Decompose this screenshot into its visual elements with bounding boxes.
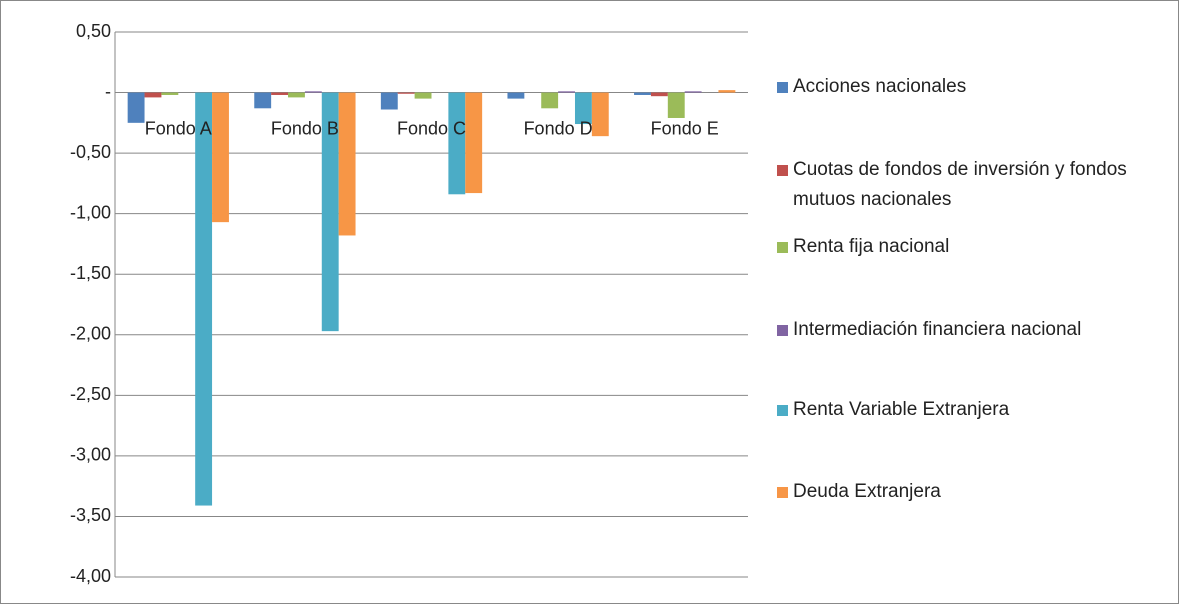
bar — [321, 92, 339, 332]
bar — [574, 92, 592, 125]
legend-swatch — [777, 487, 788, 498]
bar — [558, 91, 575, 93]
legend-item: Renta fija nacional — [777, 232, 1172, 262]
legend-item: Cuotas de fondos de inversión y fondos m… — [777, 155, 1172, 215]
legend-item: Renta Variable Extranjera — [777, 395, 1172, 425]
legend-item: Deuda Extranjera — [777, 477, 1172, 507]
y-tick-label: -1,50 — [70, 263, 111, 283]
legend-label: Renta Variable Extranjera — [793, 399, 1010, 420]
bar — [634, 92, 651, 95]
y-tick-label: -2,50 — [70, 384, 111, 404]
bar — [212, 92, 229, 223]
bar — [380, 92, 398, 110]
y-tick-label: -0,50 — [70, 142, 111, 162]
legend-swatch — [777, 242, 788, 253]
legend-swatch — [777, 82, 788, 93]
bar — [288, 92, 305, 98]
bar — [338, 92, 356, 236]
y-tick-label: -3,50 — [70, 505, 111, 525]
x-tick-label: Fondo B — [271, 118, 339, 138]
legend-swatch — [777, 325, 788, 336]
y-tick-label: -1,00 — [70, 202, 111, 222]
legend-label: Intermediación financiera nacional — [793, 319, 1082, 340]
bar — [507, 92, 525, 99]
bar — [448, 92, 466, 195]
x-tick-label: Fondo A — [145, 118, 212, 138]
bar — [304, 91, 322, 93]
bar — [667, 92, 685, 118]
legend-item: Intermediación financiera nacional — [777, 315, 1172, 345]
legend-swatch — [777, 405, 788, 416]
x-tick-label: Fondo D — [524, 118, 593, 138]
bar — [591, 92, 609, 137]
legend-label: Cuotas de fondos de inversión y fondos m… — [793, 159, 1127, 210]
bar — [127, 92, 145, 123]
legend-label: Acciones nacionales — [793, 76, 967, 97]
legend-label: Renta fija nacional — [793, 236, 950, 257]
bar — [144, 92, 162, 98]
bar — [271, 92, 289, 95]
y-tick-label: - — [105, 81, 111, 101]
bar — [397, 92, 415, 94]
bar — [718, 90, 736, 93]
bar — [650, 92, 668, 97]
bar — [195, 92, 213, 506]
bar — [414, 92, 432, 99]
x-tick-label: Fondo E — [651, 118, 719, 138]
y-tick-label: 0,50 — [76, 21, 111, 41]
bar — [161, 92, 179, 95]
x-tick-label: Fondo C — [397, 118, 466, 138]
bar — [541, 92, 559, 109]
bar — [254, 92, 272, 109]
legend-swatch — [777, 165, 788, 176]
legend-label: Deuda Extranjera — [793, 481, 941, 502]
y-tick-label: -2,00 — [70, 324, 111, 344]
y-tick-label: -3,00 — [70, 445, 111, 465]
legend-item: Acciones nacionales — [777, 72, 1172, 102]
y-tick-label: -4,00 — [70, 566, 111, 586]
bar — [465, 92, 483, 194]
bar — [684, 91, 702, 93]
